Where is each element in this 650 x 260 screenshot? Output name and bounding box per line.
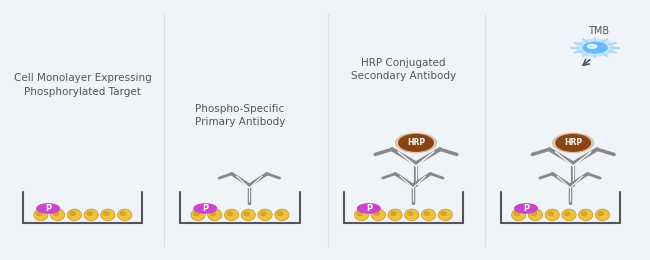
Ellipse shape	[528, 209, 543, 221]
Ellipse shape	[67, 209, 81, 221]
Ellipse shape	[278, 211, 283, 216]
Ellipse shape	[51, 209, 65, 221]
Ellipse shape	[388, 209, 402, 221]
Ellipse shape	[595, 209, 610, 221]
Ellipse shape	[101, 209, 115, 221]
Ellipse shape	[191, 209, 205, 221]
Ellipse shape	[512, 209, 526, 221]
Ellipse shape	[396, 133, 436, 153]
Ellipse shape	[552, 133, 593, 153]
Ellipse shape	[562, 209, 576, 221]
Ellipse shape	[258, 209, 272, 221]
Circle shape	[358, 204, 380, 213]
Ellipse shape	[357, 211, 363, 216]
Ellipse shape	[53, 211, 59, 216]
Ellipse shape	[598, 211, 604, 216]
Circle shape	[194, 204, 216, 213]
Ellipse shape	[371, 209, 385, 221]
Ellipse shape	[275, 209, 289, 221]
Ellipse shape	[210, 211, 216, 216]
Ellipse shape	[588, 44, 597, 48]
Ellipse shape	[36, 211, 42, 216]
Ellipse shape	[405, 209, 419, 221]
Ellipse shape	[244, 211, 250, 216]
Ellipse shape	[556, 134, 590, 151]
Text: P: P	[202, 204, 209, 213]
Ellipse shape	[86, 211, 92, 216]
Ellipse shape	[354, 209, 369, 221]
Ellipse shape	[545, 209, 560, 221]
Text: HRP Conjugated
Secondary Antibody: HRP Conjugated Secondary Antibody	[351, 58, 456, 81]
Text: P: P	[45, 204, 51, 213]
Ellipse shape	[227, 211, 233, 216]
Ellipse shape	[583, 42, 607, 53]
Ellipse shape	[421, 209, 436, 221]
Ellipse shape	[578, 209, 593, 221]
Text: HRP: HRP	[407, 138, 425, 147]
Ellipse shape	[120, 211, 126, 216]
Ellipse shape	[577, 39, 614, 56]
Text: P: P	[366, 204, 372, 213]
Ellipse shape	[547, 211, 553, 216]
Ellipse shape	[84, 209, 98, 221]
Ellipse shape	[374, 211, 380, 216]
Ellipse shape	[34, 209, 48, 221]
Ellipse shape	[581, 211, 587, 216]
Ellipse shape	[261, 211, 266, 216]
Ellipse shape	[391, 211, 396, 216]
Ellipse shape	[103, 211, 109, 216]
Ellipse shape	[194, 211, 200, 216]
Ellipse shape	[224, 209, 239, 221]
Text: Cell Monolayer Expressing
Phosphorylated Target: Cell Monolayer Expressing Phosphorylated…	[14, 73, 151, 97]
Ellipse shape	[398, 134, 434, 151]
Ellipse shape	[531, 211, 537, 216]
Text: TMB: TMB	[588, 26, 609, 36]
Ellipse shape	[514, 211, 520, 216]
Circle shape	[515, 204, 538, 213]
Ellipse shape	[564, 211, 570, 216]
Text: P: P	[523, 204, 529, 213]
Text: Phospho-Specific
Primary Antibody: Phospho-Specific Primary Antibody	[195, 104, 285, 127]
Ellipse shape	[441, 211, 447, 216]
Ellipse shape	[207, 209, 222, 221]
Ellipse shape	[118, 209, 132, 221]
Circle shape	[37, 204, 60, 213]
Ellipse shape	[438, 209, 452, 221]
Text: HRP: HRP	[564, 138, 582, 147]
Ellipse shape	[241, 209, 255, 221]
Ellipse shape	[424, 211, 430, 216]
Ellipse shape	[407, 211, 413, 216]
Ellipse shape	[70, 211, 75, 216]
